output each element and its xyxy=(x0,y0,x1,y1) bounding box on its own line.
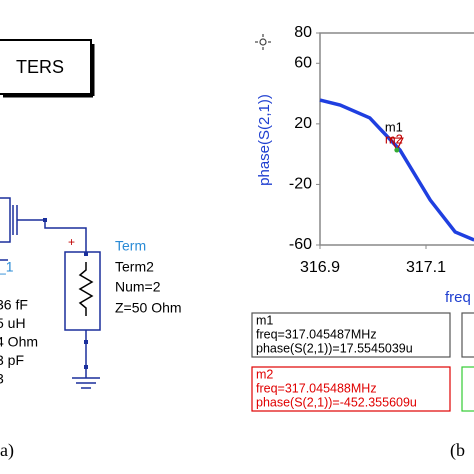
marker-point xyxy=(394,147,400,153)
plus-sign: + xyxy=(68,235,75,249)
readout-phase: phase(S(2,1))=17.5545039u xyxy=(256,341,413,355)
marker-triangle xyxy=(389,137,404,152)
marker-name: m2 xyxy=(385,131,403,146)
caption: a) xyxy=(0,440,14,461)
series-line xyxy=(319,98,474,242)
y-tick-label: 80 xyxy=(294,24,312,41)
y-tick-label: 20 xyxy=(294,115,312,132)
y-tick-label: -60 xyxy=(289,236,312,253)
readout-freq: freq=317.045488MHz xyxy=(256,381,377,395)
component-param: 36 fF xyxy=(0,297,28,313)
param-box xyxy=(0,39,92,95)
readout-name: m1 xyxy=(256,313,273,327)
caption: (b xyxy=(450,440,465,461)
marker-name: m1 xyxy=(385,119,403,134)
term-num: Num=2 xyxy=(115,279,161,295)
pins xyxy=(43,218,88,369)
y-axis-label: phase(S(2,1)) xyxy=(256,94,273,186)
resonator xyxy=(0,197,101,389)
marker-readout xyxy=(461,366,474,412)
readout-freq: freq=317.045487MHz xyxy=(256,327,377,341)
x-tick-label: 316.9 xyxy=(300,259,340,276)
marker-readout xyxy=(461,312,474,358)
resistor xyxy=(78,262,94,316)
param-box-label: TERS xyxy=(16,57,64,77)
term-z: Z=50 Ohm xyxy=(115,300,182,316)
component-param: 4 Ohm xyxy=(0,334,38,350)
marker-readout xyxy=(251,312,451,358)
component-param: 5 uH xyxy=(0,315,26,331)
readout-name: m2 xyxy=(256,367,273,381)
y-tick-label: -20 xyxy=(289,176,312,193)
x-tick-label: 317.1 xyxy=(406,259,446,276)
term-type: Term xyxy=(115,238,146,254)
component-param: 3 xyxy=(0,371,4,387)
x-axis-label: freq xyxy=(445,289,471,306)
sun-icon xyxy=(255,34,271,50)
left-name: _1 xyxy=(0,259,14,275)
y-tick-label: 60 xyxy=(294,55,312,72)
marker-readout xyxy=(251,366,451,412)
component-param: 3 pF xyxy=(0,352,24,368)
readout-phase: phase(S(2,1))=-452.355609u xyxy=(256,395,417,409)
term-name: Term2 xyxy=(115,259,154,275)
